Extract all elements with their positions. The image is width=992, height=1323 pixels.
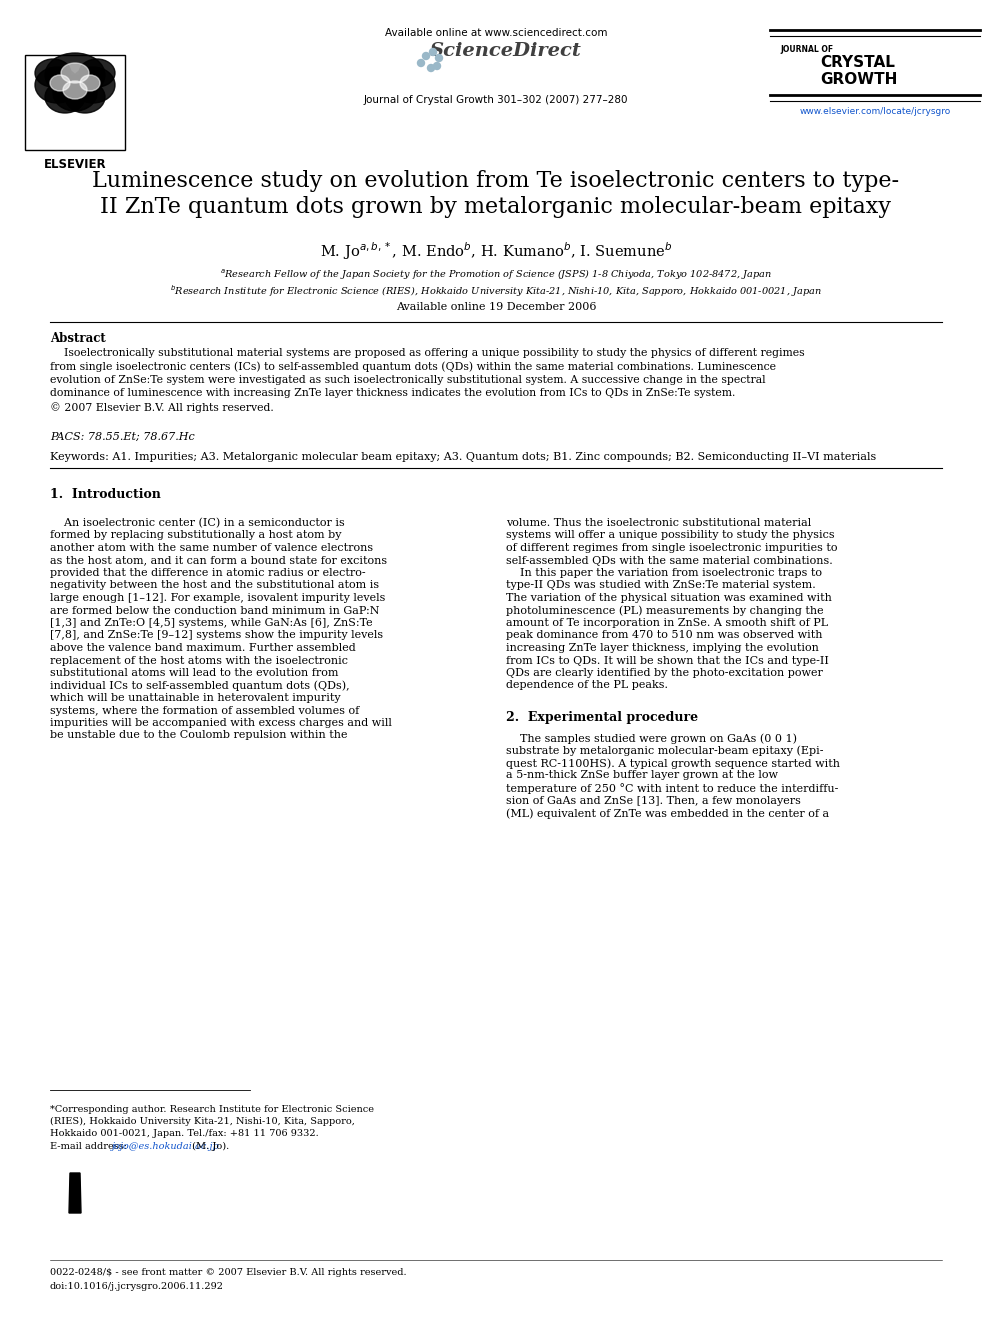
Text: [7,8], and ZnSe:Te [9–12] systems show the impurity levels: [7,8], and ZnSe:Te [9–12] systems show t… xyxy=(50,631,383,640)
Text: a 5-nm-thick ZnSe buffer layer grown at the low: a 5-nm-thick ZnSe buffer layer grown at … xyxy=(506,770,778,781)
Text: Available online 19 December 2006: Available online 19 December 2006 xyxy=(396,302,596,312)
Text: from ICs to QDs. It will be shown that the ICs and type-II: from ICs to QDs. It will be shown that t… xyxy=(506,655,829,665)
Text: The variation of the physical situation was examined with: The variation of the physical situation … xyxy=(506,593,832,603)
Text: be unstable due to the Coulomb repulsion within the: be unstable due to the Coulomb repulsion… xyxy=(50,730,347,741)
Text: JOURNAL OF: JOURNAL OF xyxy=(780,45,833,54)
Text: QDs are clearly identified by the photo-excitation power: QDs are clearly identified by the photo-… xyxy=(506,668,823,677)
Text: above the valence band maximum. Further assembled: above the valence band maximum. Further … xyxy=(50,643,356,654)
Text: Available online at www.sciencedirect.com: Available online at www.sciencedirect.co… xyxy=(385,28,607,38)
Circle shape xyxy=(428,65,434,71)
Ellipse shape xyxy=(80,75,100,91)
Text: GROWTH: GROWTH xyxy=(820,71,898,87)
Text: as the host atom, and it can form a bound state for excitons: as the host atom, and it can form a boun… xyxy=(50,556,387,565)
Text: $^{a}$Research Fellow of the Japan Society for the Promotion of Science (JSPS) 1: $^{a}$Research Fellow of the Japan Socie… xyxy=(220,269,772,282)
Ellipse shape xyxy=(35,60,71,87)
Text: *Corresponding author. Research Institute for Electronic Science: *Corresponding author. Research Institut… xyxy=(50,1105,374,1114)
Text: peak dominance from 470 to 510 nm was observed with: peak dominance from 470 to 510 nm was ob… xyxy=(506,631,822,640)
Circle shape xyxy=(435,54,442,61)
Text: provided that the difference in atomic radius or electro-: provided that the difference in atomic r… xyxy=(50,568,366,578)
Text: CRYSTAL: CRYSTAL xyxy=(820,56,895,70)
Ellipse shape xyxy=(65,81,105,112)
Text: $^{b}$Research Institute for Electronic Science (RIES), Hokkaido University Kita: $^{b}$Research Institute for Electronic … xyxy=(171,283,821,299)
Text: sion of GaAs and ZnSe [13]. Then, a few monolayers: sion of GaAs and ZnSe [13]. Then, a few … xyxy=(506,795,801,806)
Ellipse shape xyxy=(45,53,105,97)
Ellipse shape xyxy=(61,64,89,83)
Text: ELSEVIER: ELSEVIER xyxy=(44,157,106,171)
Text: substitutional atoms will lead to the evolution from: substitutional atoms will lead to the ev… xyxy=(50,668,338,677)
Text: Luminescence study on evolution from Te isoelectronic centers to type-: Luminescence study on evolution from Te … xyxy=(92,169,900,192)
Text: from single isoelectronic centers (ICs) to self-assembled quantum dots (QDs) wit: from single isoelectronic centers (ICs) … xyxy=(50,361,776,372)
Text: impurities will be accompanied with excess charges and will: impurities will be accompanied with exce… xyxy=(50,718,392,728)
Text: negativity between the host and the substitutional atom is: negativity between the host and the subs… xyxy=(50,581,379,590)
Text: (ML) equivalent of ZnTe was embedded in the center of a: (ML) equivalent of ZnTe was embedded in … xyxy=(506,808,829,819)
Text: amount of Te incorporation in ZnSe. A smooth shift of PL: amount of Te incorporation in ZnSe. A sm… xyxy=(506,618,828,628)
Text: quest RC-1100HS). A typical growth sequence started with: quest RC-1100HS). A typical growth seque… xyxy=(506,758,840,769)
Text: 1.  Introduction: 1. Introduction xyxy=(50,488,161,501)
Text: photoluminescence (PL) measurements by changing the: photoluminescence (PL) measurements by c… xyxy=(506,606,823,617)
Text: doi:10.1016/j.jcrysgro.2006.11.292: doi:10.1016/j.jcrysgro.2006.11.292 xyxy=(50,1282,224,1291)
Text: evolution of ZnSe:Te system were investigated as such isoelectronically substitu: evolution of ZnSe:Te system were investi… xyxy=(50,374,766,385)
Text: increasing ZnTe layer thickness, implying the evolution: increasing ZnTe layer thickness, implyin… xyxy=(506,643,818,654)
Ellipse shape xyxy=(50,75,70,91)
Text: individual ICs to self-assembled quantum dots (QDs),: individual ICs to self-assembled quantum… xyxy=(50,680,349,691)
Circle shape xyxy=(423,53,430,60)
Ellipse shape xyxy=(53,75,97,111)
Circle shape xyxy=(434,62,440,70)
Circle shape xyxy=(430,49,436,56)
Text: (RIES), Hokkaido University Kita-21, Nishi-10, Kita, Sapporo,: (RIES), Hokkaido University Kita-21, Nis… xyxy=(50,1117,355,1126)
Text: © 2007 Elsevier B.V. All rights reserved.: © 2007 Elsevier B.V. All rights reserved… xyxy=(50,402,274,413)
Text: which will be unattainable in heterovalent impurity: which will be unattainable in heterovale… xyxy=(50,693,340,703)
Text: of different regimes from single isoelectronic impurities to: of different regimes from single isoelec… xyxy=(506,542,837,553)
Ellipse shape xyxy=(63,81,87,99)
Ellipse shape xyxy=(35,67,79,103)
Text: substrate by metalorganic molecular-beam epitaxy (Epi-: substrate by metalorganic molecular-beam… xyxy=(506,745,823,755)
Ellipse shape xyxy=(45,81,85,112)
Ellipse shape xyxy=(71,67,115,103)
Text: M. Jo$^{a,b,*}$, M. Endo$^{b}$, H. Kumano$^{b}$, I. Suemune$^{b}$: M. Jo$^{a,b,*}$, M. Endo$^{b}$, H. Kuman… xyxy=(319,239,673,262)
Text: dependence of the PL peaks.: dependence of the PL peaks. xyxy=(506,680,668,691)
Text: type-II QDs was studied with ZnSe:Te material system.: type-II QDs was studied with ZnSe:Te mat… xyxy=(506,581,815,590)
Text: In this paper the variation from isoelectronic traps to: In this paper the variation from isoelec… xyxy=(506,568,822,578)
Text: systems, where the formation of assembled volumes of: systems, where the formation of assemble… xyxy=(50,705,359,716)
Text: dominance of luminescence with increasing ZnTe layer thickness indicates the evo: dominance of luminescence with increasin… xyxy=(50,389,735,398)
Text: self-assembled QDs with the same material combinations.: self-assembled QDs with the same materia… xyxy=(506,556,832,565)
Text: PACS: 78.55.Et; 78.67.Hc: PACS: 78.55.Et; 78.67.Hc xyxy=(50,433,194,442)
Text: Abstract: Abstract xyxy=(50,332,106,345)
Text: An isoelectronic center (IC) in a semiconductor is: An isoelectronic center (IC) in a semico… xyxy=(50,519,345,528)
Text: jojo@es.hokudai.ac.jp: jojo@es.hokudai.ac.jp xyxy=(111,1142,219,1151)
Text: ScienceDirect: ScienceDirect xyxy=(431,42,582,60)
Circle shape xyxy=(418,60,425,66)
Text: II ZnTe quantum dots grown by metalorganic molecular-beam epitaxy: II ZnTe quantum dots grown by metalorgan… xyxy=(100,196,892,218)
Polygon shape xyxy=(69,1174,81,1213)
Text: are formed below the conduction band minimum in GaP:N: are formed below the conduction band min… xyxy=(50,606,380,615)
Text: [1,3] and ZnTe:O [4,5] systems, while GaN:As [6], ZnS:Te: [1,3] and ZnTe:O [4,5] systems, while Ga… xyxy=(50,618,373,628)
Text: Journal of Crystal Growth 301–302 (2007) 277–280: Journal of Crystal Growth 301–302 (2007)… xyxy=(364,95,628,105)
Text: volume. Thus the isoelectronic substitutional material: volume. Thus the isoelectronic substitut… xyxy=(506,519,811,528)
Text: temperature of 250 °C with intent to reduce the interdiffu-: temperature of 250 °C with intent to red… xyxy=(506,783,838,794)
Ellipse shape xyxy=(79,60,115,87)
Text: large enough [1–12]. For example, isovalent impurity levels: large enough [1–12]. For example, isoval… xyxy=(50,593,385,603)
Text: another atom with the same number of valence electrons: another atom with the same number of val… xyxy=(50,542,373,553)
Text: Hokkaido 001-0021, Japan. Tel./fax: +81 11 706 9332.: Hokkaido 001-0021, Japan. Tel./fax: +81 … xyxy=(50,1129,318,1138)
Text: Isoelectronically substitutional material systems are proposed as offering a uni: Isoelectronically substitutional materia… xyxy=(50,348,805,359)
Text: www.elsevier.com/locate/jcrysgro: www.elsevier.com/locate/jcrysgro xyxy=(800,107,950,116)
Text: formed by replacing substitutionally a host atom by: formed by replacing substitutionally a h… xyxy=(50,531,341,541)
Text: 2.  Experimental procedure: 2. Experimental procedure xyxy=(506,710,698,724)
Text: (M. Jo).: (M. Jo). xyxy=(189,1142,229,1151)
Text: systems will offer a unique possibility to study the physics: systems will offer a unique possibility … xyxy=(506,531,834,541)
Text: replacement of the host atoms with the isoelectronic: replacement of the host atoms with the i… xyxy=(50,655,348,665)
Text: 0022-0248/$ - see front matter © 2007 Elsevier B.V. All rights reserved.: 0022-0248/$ - see front matter © 2007 El… xyxy=(50,1267,407,1277)
Text: The samples studied were grown on GaAs (0 0 1): The samples studied were grown on GaAs (… xyxy=(506,733,797,744)
Text: E-mail address:: E-mail address: xyxy=(50,1142,130,1151)
Text: Keywords: A1. Impurities; A3. Metalorganic molecular beam epitaxy; A3. Quantum d: Keywords: A1. Impurities; A3. Metalorgan… xyxy=(50,452,876,462)
